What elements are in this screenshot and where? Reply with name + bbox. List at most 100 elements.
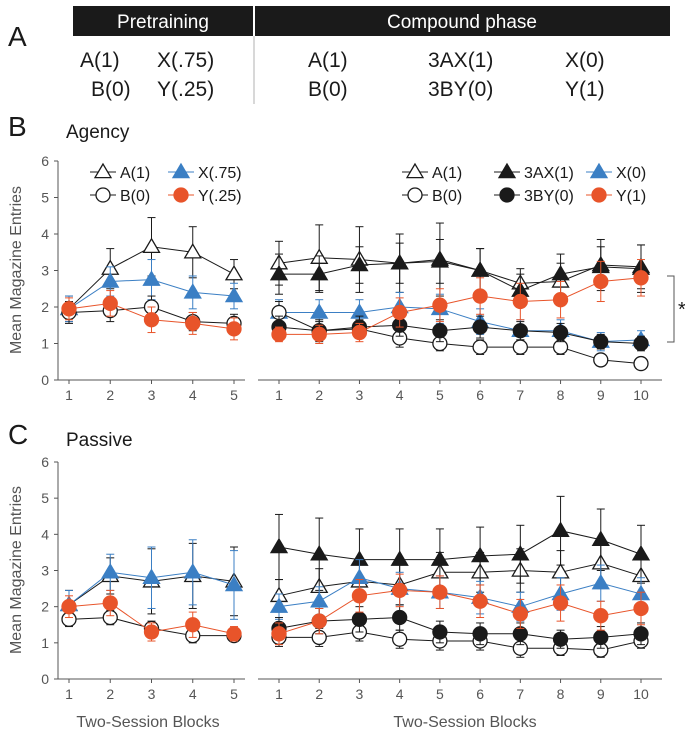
passive-comp-series-3by0-line bbox=[278, 617, 642, 640]
agency-comp-legend-marker bbox=[589, 162, 609, 179]
compound-cell: 3BY(0) bbox=[428, 78, 493, 101]
compound-cell: 3AX(1) bbox=[428, 49, 493, 72]
passive-comp-x-tick-label: 2 bbox=[315, 686, 323, 702]
passive-pre-y-tick-label: 2 bbox=[41, 599, 49, 615]
passive-comp-x-tick-label: 5 bbox=[436, 686, 444, 702]
agency-comp-series-a1-line bbox=[278, 257, 642, 284]
passive-comp-series-3by0-point bbox=[392, 609, 408, 626]
passive-comp-series-3ax1-point bbox=[470, 546, 490, 563]
passive-comp-series-3by0-point bbox=[552, 631, 569, 647]
passive-comp-x-tick-label: 1 bbox=[275, 686, 283, 702]
passive-pre-series-y25-point bbox=[226, 626, 242, 642]
agency-pre-x-tick-label: 5 bbox=[230, 387, 238, 403]
agency-comp-series-y1-point bbox=[271, 326, 287, 343]
agency-pre-series-y25-point bbox=[226, 321, 242, 337]
panel-letter-b: B bbox=[8, 111, 27, 142]
agency-comp-x-tick-label: 6 bbox=[476, 387, 484, 403]
passive-comp-x-tick-label: 4 bbox=[396, 686, 404, 702]
agency-pre-y-tick-label: 6 bbox=[41, 153, 49, 169]
agency-title: Agency bbox=[66, 122, 130, 143]
passive-comp-series-y1-point bbox=[432, 584, 448, 600]
agency-pre-x-tick-label: 1 bbox=[65, 387, 73, 403]
passive-pre-series-y25-point bbox=[61, 599, 77, 615]
agency-comp-series-3ax1-point bbox=[470, 261, 490, 277]
agency-comp-series-y1-point bbox=[351, 324, 368, 341]
agency-pre-series-a1-point bbox=[224, 264, 244, 281]
passive-pre-y-tick-label: 6 bbox=[41, 454, 49, 470]
passive-pre-x-tick-label: 4 bbox=[189, 686, 197, 702]
agency-comp-series-3ax1-point bbox=[310, 264, 329, 281]
agency-pre-y-tick-label: 3 bbox=[41, 263, 49, 279]
agency-comp-series-3by0-point bbox=[552, 324, 569, 341]
agency-comp-series-y1-point bbox=[552, 292, 569, 308]
passive-comp-series-3ax1-point bbox=[631, 544, 651, 561]
agency-pre-legend-label: A(1) bbox=[120, 165, 150, 182]
agency-comp-series-3by0-point bbox=[432, 323, 448, 339]
agency-comp-series-3by0-line bbox=[278, 324, 642, 344]
compound-cell: B(0) bbox=[308, 78, 348, 101]
panel-letter-a: A bbox=[8, 21, 27, 52]
agency-comp-series-b0-point bbox=[552, 339, 569, 355]
passive-comp-series-3ax1-line bbox=[278, 530, 642, 561]
agency-comp-series-3by0-point bbox=[472, 319, 488, 335]
agency-pre-y-tick-label: 0 bbox=[41, 372, 49, 388]
passive-pre-series-y25-point bbox=[185, 617, 201, 633]
passive-pre-series-y25-point bbox=[143, 624, 160, 640]
agency-comp-legend-marker bbox=[407, 187, 423, 203]
passive-comp-series-3ax1-point bbox=[591, 530, 610, 547]
agency-comp-legend-label: Y(1) bbox=[616, 188, 646, 205]
agency-pre-legend-marker bbox=[171, 162, 191, 179]
passive-pre-series-x75-point bbox=[183, 563, 202, 579]
passive-comp-series-3ax1-point bbox=[551, 521, 570, 537]
passive-pre-series-x75-point bbox=[142, 568, 161, 584]
agency-pre-legend-label: X(.75) bbox=[198, 165, 242, 182]
passive-comp-series-3ax1-point bbox=[310, 544, 329, 561]
condition-table: A Pretraining Compound phase A(1) X(.75)… bbox=[8, 6, 670, 104]
passive-pre-series-x75-point bbox=[101, 563, 120, 579]
agency-comp-x-tick-label: 10 bbox=[633, 387, 649, 403]
agency-comp-series-b0-point bbox=[512, 339, 528, 355]
agency-pre-x-tick-label: 4 bbox=[189, 387, 197, 403]
agency-comp-series-3ax1-point bbox=[551, 264, 570, 281]
agency-comp-series-y1-point bbox=[633, 270, 649, 286]
passive-comp-series-y1-point bbox=[593, 608, 609, 624]
passive-pre-x-tick-label: 5 bbox=[230, 686, 238, 702]
agency-comp-legend-label: 3BY(0) bbox=[524, 188, 574, 205]
passive-comp-series-3ax1-point bbox=[269, 537, 289, 554]
compound-header: Compound phase bbox=[387, 12, 537, 33]
agency-comp-series-b0-point bbox=[472, 339, 488, 355]
passive-comp-series-y1-point bbox=[351, 588, 368, 604]
panel-letter-c: C bbox=[8, 419, 28, 450]
passive-comp-series-y1-point bbox=[271, 626, 287, 642]
agency-comp-legend-label: X(0) bbox=[616, 165, 646, 182]
agency-comp-x-tick-label: 3 bbox=[356, 387, 364, 403]
agency-comp-x-tick-label: 5 bbox=[436, 387, 444, 403]
passive-comp-series-b0-point bbox=[392, 631, 408, 647]
agency-comp-series-3ax1-point bbox=[350, 255, 369, 272]
agency-pre-legend-marker bbox=[95, 187, 111, 203]
passive-y-axis-label: Mean Magazine Entries bbox=[8, 486, 25, 654]
passive-comp-x-tick-label: 9 bbox=[597, 686, 605, 702]
passive-comp-x-tick-label: 7 bbox=[516, 686, 524, 702]
agency-pre-legend-label: Y(.25) bbox=[198, 188, 242, 205]
agency-comp-series-3ax1-point bbox=[269, 264, 289, 281]
pretraining-x-axis-label: Two-Session Blocks bbox=[76, 714, 219, 731]
passive-comp-series-y1-point bbox=[311, 613, 327, 629]
compound-x-axis-label: Two-Session Blocks bbox=[393, 714, 536, 731]
passive-comp-series-y1-point bbox=[633, 600, 649, 617]
agency-compound-plot: 1 2 3 4 5 6 7 8 9 10 A(1) 3AX(1) X(0) B(0) 3BY(0) Y(1) bbox=[258, 162, 662, 403]
agency-pre-series-a1-point bbox=[183, 242, 202, 259]
agency-comp-legend-label: 3AX(1) bbox=[524, 165, 574, 182]
agency-comp-x-tick-label: 7 bbox=[516, 387, 524, 403]
agency-y-axis-label: Mean Magazine Entries bbox=[8, 186, 25, 354]
agency-pre-series-y25-point bbox=[143, 312, 160, 328]
passive-comp-x-tick-label: 10 bbox=[633, 686, 649, 702]
agency-comp-series-3by0-point bbox=[512, 323, 528, 339]
passive-comp-series-3by0-point bbox=[472, 626, 488, 642]
agency-comp-series-3ax1-line bbox=[279, 260, 642, 292]
agency-comp-series-x0-point bbox=[310, 303, 329, 319]
passive-comp-series-y1-point bbox=[512, 606, 528, 622]
agency-comp-x-tick-label: 1 bbox=[275, 387, 283, 403]
